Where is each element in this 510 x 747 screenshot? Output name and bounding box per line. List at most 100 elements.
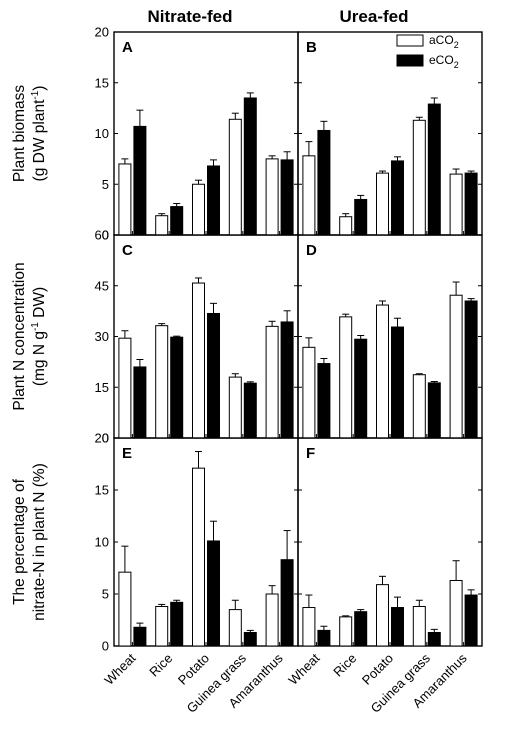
- y-axis-label-superscript: -1: [30, 90, 41, 99]
- panel-label: B: [306, 39, 317, 56]
- bar-aCO2-potato: [192, 467, 205, 647]
- panel-D: D: [297, 234, 483, 439]
- y-axis-label-row-3: The percentage of nitrate-N in plant N (%…: [11, 463, 48, 621]
- bar-aCO2-wheat: [118, 337, 132, 439]
- bar-aCO2-wheat: [118, 571, 132, 647]
- legend-entry-subscript: 2: [454, 40, 459, 50]
- bar-eCO2-rice: [354, 611, 368, 647]
- bar-eCO2-rice: [170, 206, 184, 236]
- y-axis-label-line2: nitrate-N in plant N (%): [31, 463, 48, 621]
- bar-aCO2-potato: [192, 282, 205, 439]
- bar-eCO2-guinea-grass: [243, 97, 257, 236]
- y-axis-label-row-1: Plant biomass (g DW plant-1): [11, 85, 48, 183]
- legend-swatch-eco2: [396, 54, 424, 67]
- bar-aCO2-wheat: [302, 155, 316, 236]
- bar-eCO2-guinea-grass: [243, 382, 257, 439]
- panel-A: 0 5 10 15 20 A: [95, 25, 299, 243]
- bar-aCO2-amaranthus: [265, 593, 279, 647]
- bar-aCO2-guinea-grass: [412, 605, 426, 647]
- legend-entry-eco2: eCO2: [429, 53, 459, 70]
- bar-eCO2-wheat: [317, 363, 331, 439]
- bar-aCO2-guinea-grass: [228, 376, 242, 439]
- bar-aCO2-guinea-grass: [228, 118, 242, 236]
- y-tick-label: 0: [102, 228, 109, 243]
- panel-label: D: [306, 242, 317, 259]
- bar-aCO2-rice: [155, 215, 169, 236]
- panel-label: F: [306, 445, 315, 462]
- bar-aCO2-wheat: [302, 346, 316, 439]
- y-tick-label: 30: [95, 329, 109, 344]
- bar-aCO2-potato: [376, 172, 389, 236]
- bar-eCO2-potato: [391, 326, 404, 439]
- bar-eCO2-rice: [170, 601, 184, 647]
- bar-aCO2-rice: [339, 316, 353, 439]
- bar-eCO2-guinea-grass: [243, 631, 257, 647]
- panel-label: E: [122, 445, 132, 462]
- y-tick-label: 15: [95, 75, 109, 90]
- bar-eCO2-wheat: [133, 366, 147, 439]
- bar-eCO2-guinea-grass: [427, 631, 441, 647]
- bar-eCO2-guinea-grass: [427, 103, 441, 236]
- bar-aCO2-guinea-grass: [412, 119, 426, 236]
- bar-aCO2-amaranthus: [449, 579, 463, 647]
- legend-entry-subscript: 2: [454, 60, 459, 70]
- panel-C: 0 15 30 45 60 C: [95, 228, 299, 446]
- y-axis-label-line2-end: DW): [31, 287, 48, 322]
- bar-aCO2-amaranthus: [265, 158, 279, 236]
- y-tick-label: 15: [95, 483, 109, 498]
- x-tick-label: Rice: [330, 651, 359, 680]
- bar-eCO2-amaranthus: [280, 159, 294, 236]
- bar-eCO2-amaranthus: [280, 559, 294, 647]
- legend-entry-text: eCO: [429, 53, 454, 67]
- bar-aCO2-rice: [155, 325, 169, 439]
- bar-aCO2-potato: [376, 584, 389, 647]
- panel-label: C: [122, 242, 133, 259]
- panel-label: A: [122, 39, 133, 56]
- bar-eCO2-wheat: [133, 125, 147, 236]
- column-title-urea-fed: Urea-fed: [340, 7, 409, 26]
- bar-eCO2-potato: [391, 160, 404, 236]
- y-tick-label: 15: [95, 380, 109, 395]
- bar-eCO2-potato: [207, 312, 220, 439]
- bar-aCO2-guinea-grass: [412, 374, 426, 439]
- bar-eCO2-amaranthus: [280, 321, 294, 439]
- bar-eCO2-potato: [207, 540, 220, 647]
- bar-aCO2-potato: [192, 183, 205, 236]
- y-axis-label-line1: Plant N concentration: [11, 262, 28, 410]
- bar-eCO2-rice: [354, 338, 368, 439]
- bar-aCO2-wheat: [302, 607, 316, 647]
- y-axis-label-line1: The percentage of: [11, 478, 28, 605]
- bar-eCO2-rice: [354, 198, 368, 236]
- bar-aCO2-amaranthus: [265, 325, 279, 439]
- x-tick-label: Wheat: [285, 650, 322, 687]
- bar-eCO2-rice: [170, 336, 184, 439]
- y-tick-label: 45: [95, 278, 109, 293]
- y-tick-label: 60: [95, 228, 109, 243]
- bar-aCO2-guinea-grass: [228, 609, 242, 647]
- bar-aCO2-wheat: [118, 163, 132, 236]
- y-tick-label: 5: [102, 177, 109, 192]
- y-tick-label: 20: [95, 431, 109, 446]
- y-axis-label-line2-end: ): [31, 86, 48, 91]
- bar-eCO2-potato: [391, 607, 404, 647]
- y-tick-label: 20: [95, 25, 109, 40]
- y-tick-label: 0: [102, 431, 109, 446]
- bar-aCO2-rice: [339, 216, 353, 236]
- x-tick-label: Rice: [146, 651, 175, 680]
- y-tick-label: 10: [95, 126, 109, 141]
- y-axis-label-superscript: -1: [30, 322, 41, 331]
- bar-eCO2-amaranthus: [464, 172, 478, 236]
- legend-entry-text: aCO: [429, 33, 454, 47]
- bar-aCO2-amaranthus: [449, 173, 463, 236]
- y-axis-label-line2: (g DW plant: [31, 99, 48, 182]
- legend-swatch-aco2: [396, 34, 424, 47]
- bar-eCO2-wheat: [133, 626, 147, 647]
- y-tick-label: 5: [102, 587, 109, 602]
- column-title-nitrate-fed: Nitrate-fed: [147, 7, 232, 26]
